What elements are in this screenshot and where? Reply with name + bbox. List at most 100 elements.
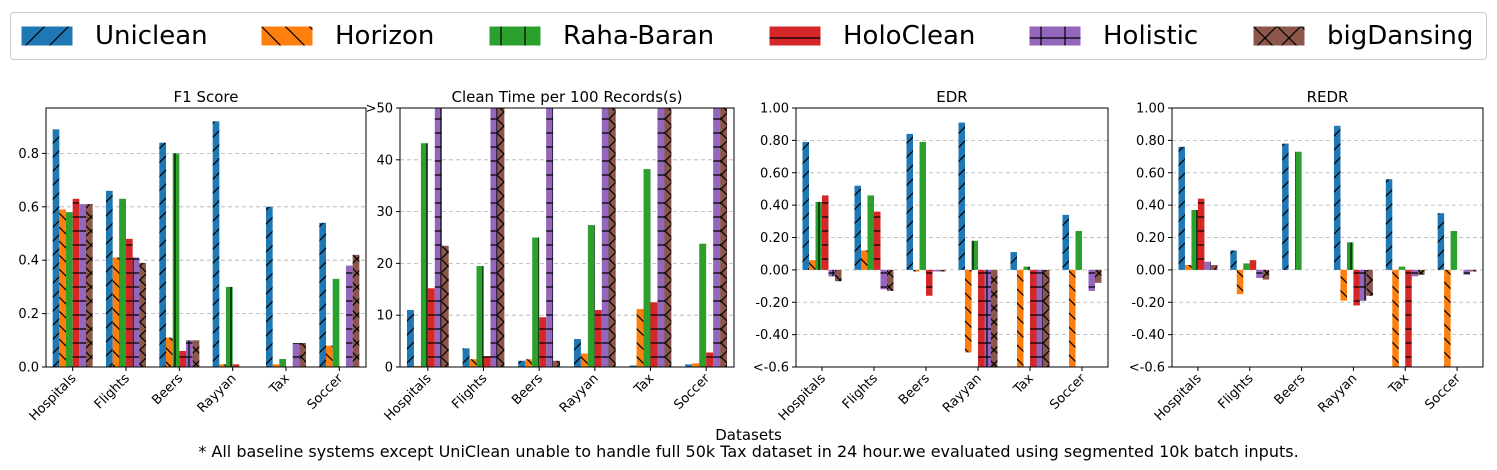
bar-holistic-flights: [880, 269, 887, 290]
bar-uniclean-tax: [1010, 252, 1017, 270]
bar-raha-baran-rayyan: [587, 225, 595, 367]
bar-uniclean-rayyan: [1333, 125, 1341, 270]
bar-holoclean-soccer: [706, 352, 714, 367]
bar-uniclean-flights: [854, 185, 861, 270]
legend-label: Raha-Baran: [563, 21, 715, 51]
bar-horizon-soccer: [692, 363, 700, 367]
bar-holistic-beers: [932, 269, 939, 272]
panel-title: Clean Time per 100 Records(s): [451, 88, 682, 106]
bar-bigdansing-tax: [1418, 269, 1425, 275]
bar-bigdansing-rayyan: [991, 269, 998, 367]
plot-frame: [795, 107, 1109, 368]
bar-bigdansing-beers: [939, 269, 946, 272]
legend-item-horizon: Horizon: [261, 13, 434, 59]
bar-bigdansing-rayyan: [608, 108, 616, 367]
bar-horizon-tax: [1017, 269, 1024, 367]
bar-bigdansing-soccer: [1095, 269, 1102, 283]
plot-frame: [45, 107, 367, 368]
bar-holoclean-flights: [483, 356, 491, 367]
bar-uniclean-tax: [629, 365, 637, 367]
y-tick-label: 20: [376, 257, 393, 272]
bar-holoclean-beers: [926, 269, 933, 296]
bar-uniclean-beers: [1282, 143, 1289, 270]
bar-bigdansing-hospitals: [441, 245, 449, 367]
bar-bigdansing-tax: [664, 108, 672, 367]
x-tick-label: Beers: [509, 371, 546, 408]
x-tick-label: Beers: [1272, 371, 1309, 408]
footnote: * All baseline systems except UniClean u…: [198, 442, 1299, 461]
y-tick-label: 1.00: [760, 102, 789, 117]
bar-uniclean-hospitals: [406, 310, 414, 367]
bar-raha-baran-rayyan: [226, 286, 233, 367]
bar-holistic-soccer: [1088, 269, 1095, 291]
chart-panel-4: <-0.6 -0.40 -0.20 0.00 0.20 0.40 0.60 0.80 1.00 H…: [1129, 88, 1484, 424]
bar-raha-baran-flights: [867, 195, 874, 270]
x-tick-label: Flights: [449, 371, 490, 412]
bar-raha-baran-rayyan: [971, 240, 978, 270]
bar-holistic-beers: [546, 108, 554, 367]
bar-holistic-soccer: [1463, 269, 1471, 275]
bar-uniclean-flights: [462, 348, 470, 367]
bar-holistic-flights: [1256, 269, 1263, 278]
bar-uniclean-rayyan: [573, 339, 581, 367]
bar-uniclean-soccer: [1062, 214, 1069, 270]
y-tick-label: 0.4: [18, 254, 39, 269]
bar-bigdansing-soccer: [720, 108, 728, 367]
bar-holistic-hospitals: [434, 108, 442, 367]
legend-label: Horizon: [335, 21, 435, 51]
bar-raha-baran-hospitals: [420, 143, 428, 367]
x-tick-label: Beers: [896, 371, 933, 408]
bar-uniclean-rayyan: [958, 122, 965, 270]
bar-horizon-soccer: [1069, 269, 1076, 367]
bar-holoclean-beers: [539, 317, 547, 367]
legend-item-bigdansing: bigDansing: [1253, 13, 1473, 59]
y-tick-label: 0.60: [760, 166, 789, 181]
bar-raha-baran-beers: [172, 153, 180, 367]
bar-holoclean-flights: [874, 211, 881, 270]
bar-raha-baran-rayyan: [1346, 242, 1354, 270]
bar-holistic-hospitals: [79, 204, 86, 367]
panel-title: EDR: [936, 88, 967, 106]
legend-swatch: [1029, 26, 1081, 46]
bar-uniclean-soccer: [1437, 213, 1445, 270]
legend: Uniclean Horizon Raha-Baran HoloClean Holist…: [10, 12, 1487, 60]
bar-holistic-tax: [1411, 269, 1419, 277]
bar-uniclean-soccer: [319, 222, 326, 367]
bar-horizon-beers: [913, 269, 920, 272]
y-tick-label: <-0.6: [753, 361, 789, 376]
bar-horizon-rayyan: [219, 364, 226, 367]
x-tick-label: Flights: [840, 371, 881, 412]
bar-uniclean-hospitals: [1178, 146, 1185, 270]
legend-swatch: [21, 26, 73, 46]
bar-horizon-hospitals: [809, 260, 816, 270]
bar-horizon-hospitals: [59, 209, 66, 367]
x-tick-label: Hospitals: [27, 371, 80, 424]
y-tick-label: 0.0: [18, 361, 39, 376]
bar-raha-baran-flights: [476, 265, 484, 367]
bar-bigdansing-tax: [299, 342, 306, 367]
x-tick-label: Rayyan: [195, 371, 240, 416]
bar-holistic-soccer: [713, 108, 721, 367]
legend-swatch: [1253, 26, 1305, 46]
bar-uniclean-beers: [159, 142, 166, 367]
bar-horizon-soccer: [326, 345, 333, 367]
y-tick-label: 40: [376, 153, 393, 168]
bar-holistic-flights: [490, 108, 498, 367]
bar-raha-baran-soccer: [699, 243, 707, 367]
bar-horizon-rayyan: [1340, 269, 1347, 301]
y-tick-label: 0.40: [1136, 199, 1165, 214]
bar-holoclean-hospitals: [427, 288, 435, 367]
bar-horizon-flights: [861, 250, 868, 270]
chart-panel-2: 0 10 20 30 40 >50 Hospitals Flights Beers Rayyan T…: [366, 88, 735, 424]
y-tick-label: 0.80: [760, 134, 789, 149]
bar-uniclean-tax: [266, 206, 273, 367]
x-tick-label: Flights: [1216, 371, 1257, 412]
bar-horizon-tax: [272, 364, 280, 367]
x-tick-label: Beers: [149, 371, 186, 408]
bar-holistic-tax: [657, 108, 665, 367]
bar-bigdansing-flights: [139, 262, 146, 367]
y-tick-label: 0.00: [1136, 263, 1165, 278]
y-tick-label: <-0.6: [1129, 361, 1165, 376]
legend-label: Holistic: [1103, 21, 1199, 51]
